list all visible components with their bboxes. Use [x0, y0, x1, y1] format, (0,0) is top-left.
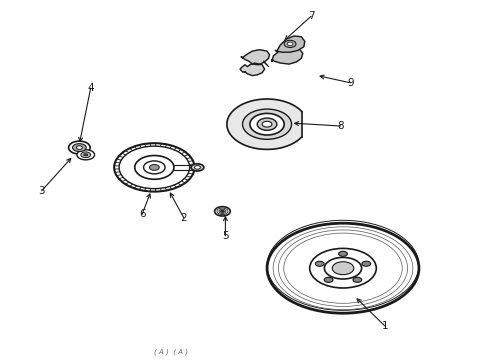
Text: 2: 2 — [180, 213, 187, 223]
Ellipse shape — [243, 109, 292, 139]
Ellipse shape — [324, 277, 333, 282]
Ellipse shape — [77, 150, 95, 160]
Ellipse shape — [144, 161, 165, 174]
Ellipse shape — [81, 152, 91, 158]
Ellipse shape — [267, 223, 419, 313]
Ellipse shape — [73, 144, 86, 152]
Ellipse shape — [287, 42, 293, 46]
Ellipse shape — [84, 154, 88, 156]
Text: ( A )  ( A ): ( A ) ( A ) — [154, 349, 189, 355]
Text: 1: 1 — [381, 321, 388, 331]
Ellipse shape — [257, 118, 277, 130]
Ellipse shape — [310, 248, 376, 288]
Text: 6: 6 — [139, 209, 146, 219]
Ellipse shape — [220, 210, 224, 212]
Polygon shape — [272, 48, 303, 64]
Text: 4: 4 — [87, 83, 94, 93]
Ellipse shape — [324, 257, 362, 279]
Ellipse shape — [114, 143, 195, 192]
Ellipse shape — [149, 165, 159, 170]
Text: 5: 5 — [222, 231, 229, 241]
Polygon shape — [227, 99, 302, 149]
Polygon shape — [240, 63, 265, 76]
Ellipse shape — [69, 141, 90, 154]
Ellipse shape — [332, 262, 354, 275]
Ellipse shape — [119, 146, 190, 189]
Ellipse shape — [362, 261, 371, 266]
Ellipse shape — [76, 146, 82, 149]
Ellipse shape — [191, 164, 204, 171]
Ellipse shape — [135, 156, 174, 179]
Ellipse shape — [315, 261, 324, 266]
Ellipse shape — [284, 40, 296, 48]
Ellipse shape — [262, 121, 272, 127]
Text: 8: 8 — [337, 121, 344, 131]
Ellipse shape — [215, 207, 230, 216]
Ellipse shape — [339, 251, 347, 256]
Ellipse shape — [353, 277, 362, 282]
Text: 3: 3 — [38, 186, 45, 196]
Text: 7: 7 — [308, 11, 315, 21]
Ellipse shape — [250, 113, 284, 135]
Ellipse shape — [195, 166, 200, 169]
Polygon shape — [241, 50, 270, 65]
Text: 9: 9 — [347, 78, 354, 88]
Polygon shape — [275, 36, 305, 52]
